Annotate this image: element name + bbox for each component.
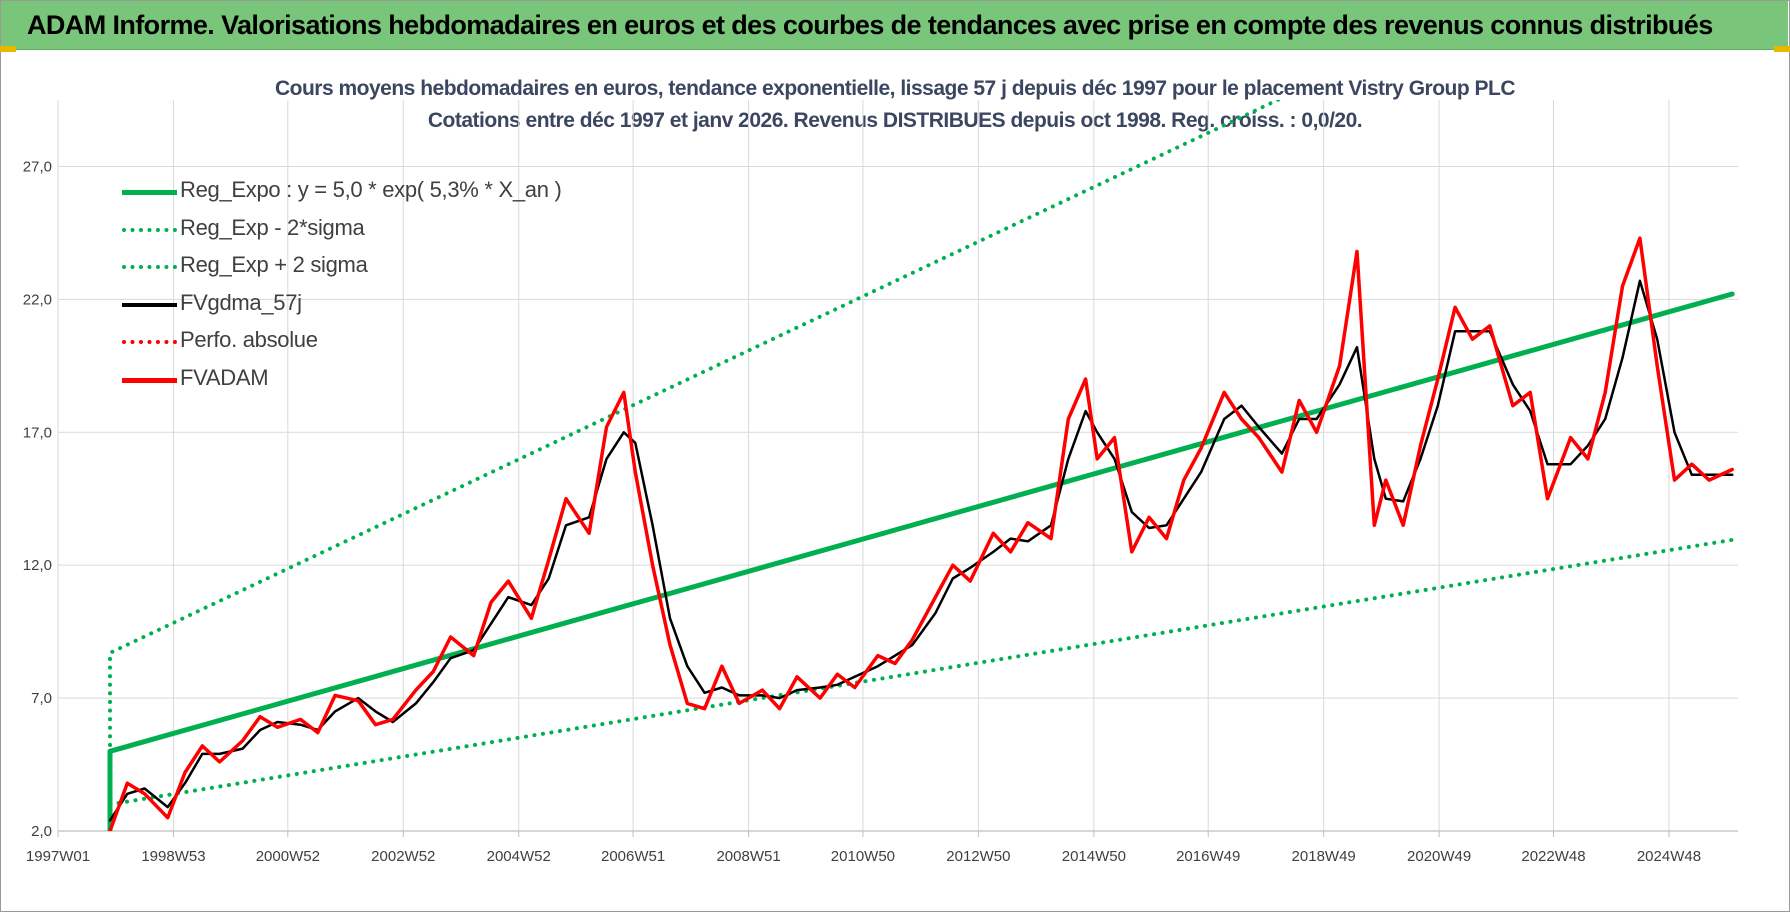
x-tick-label: 1997W01 <box>26 848 90 865</box>
series-line-1 <box>108 537 1735 807</box>
legend-swatch <box>122 340 177 344</box>
x-tick-label: 2008W51 <box>716 848 780 865</box>
legend-label: FVgdma_57j <box>180 289 302 315</box>
x-tick-label: 2024W48 <box>1637 848 1701 865</box>
y-tick-label: 12,0 <box>23 557 52 574</box>
series-line-3 <box>108 279 1734 822</box>
legend-swatch <box>122 302 177 307</box>
x-tick-label: 2016W49 <box>1176 848 1240 865</box>
legend-label: Reg_Expo : y = 5,0 * exp( 5,3% * X_an ) <box>180 177 562 202</box>
y-tick-label: 17,0 <box>23 424 52 441</box>
x-tick-label: 2012W50 <box>946 848 1010 865</box>
x-tick-label: 2014W50 <box>1062 848 1126 865</box>
legend-label: Perfo. absolue <box>180 327 318 352</box>
corner-mark <box>1774 46 1790 52</box>
legend-swatch <box>122 377 177 383</box>
x-tick-label: 2018W49 <box>1292 848 1356 865</box>
legend-swatch <box>122 190 177 195</box>
y-tick-label: 2,0 <box>31 823 52 840</box>
x-tick-label: 2002W52 <box>371 848 435 865</box>
legend-label: FVADAM <box>180 364 269 390</box>
x-tick-label: 2004W52 <box>487 848 551 865</box>
x-tick-label: 2020W49 <box>1407 848 1471 865</box>
y-tick-label: 27,0 <box>23 158 52 175</box>
legend-swatch <box>122 227 177 232</box>
series-line-0 <box>107 291 1735 831</box>
series-line-5 <box>108 236 1734 831</box>
y-tick-label: 22,0 <box>23 291 52 308</box>
y-tick-label: 7,0 <box>31 690 52 707</box>
chart-title: Cours moyens hebdomadaires en euros, ten… <box>274 77 1516 100</box>
legend-label: Reg_Exp - 2*sigma <box>180 214 365 240</box>
x-tick-label: 2006W51 <box>601 848 665 865</box>
corner-mark <box>0 46 16 52</box>
header-title: ADAM Informe. Valorisations hebdomadaire… <box>27 10 1713 40</box>
x-tick-label: 2022W48 <box>1521 848 1585 865</box>
x-tick-label: 1998W53 <box>141 848 205 865</box>
header-bar: ADAM Informe. Valorisations hebdomadaire… <box>1 1 1788 50</box>
legend-label: Reg_Exp + 2 sigma <box>180 252 368 277</box>
legend-swatch <box>122 265 177 269</box>
series-line-2 <box>108 100 1283 831</box>
x-tick-label: 2000W52 <box>256 848 320 865</box>
chart-subtitle: Cotations entre déc 1997 et janv 2026. R… <box>427 109 1363 132</box>
x-tick-label: 2010W50 <box>831 848 895 865</box>
